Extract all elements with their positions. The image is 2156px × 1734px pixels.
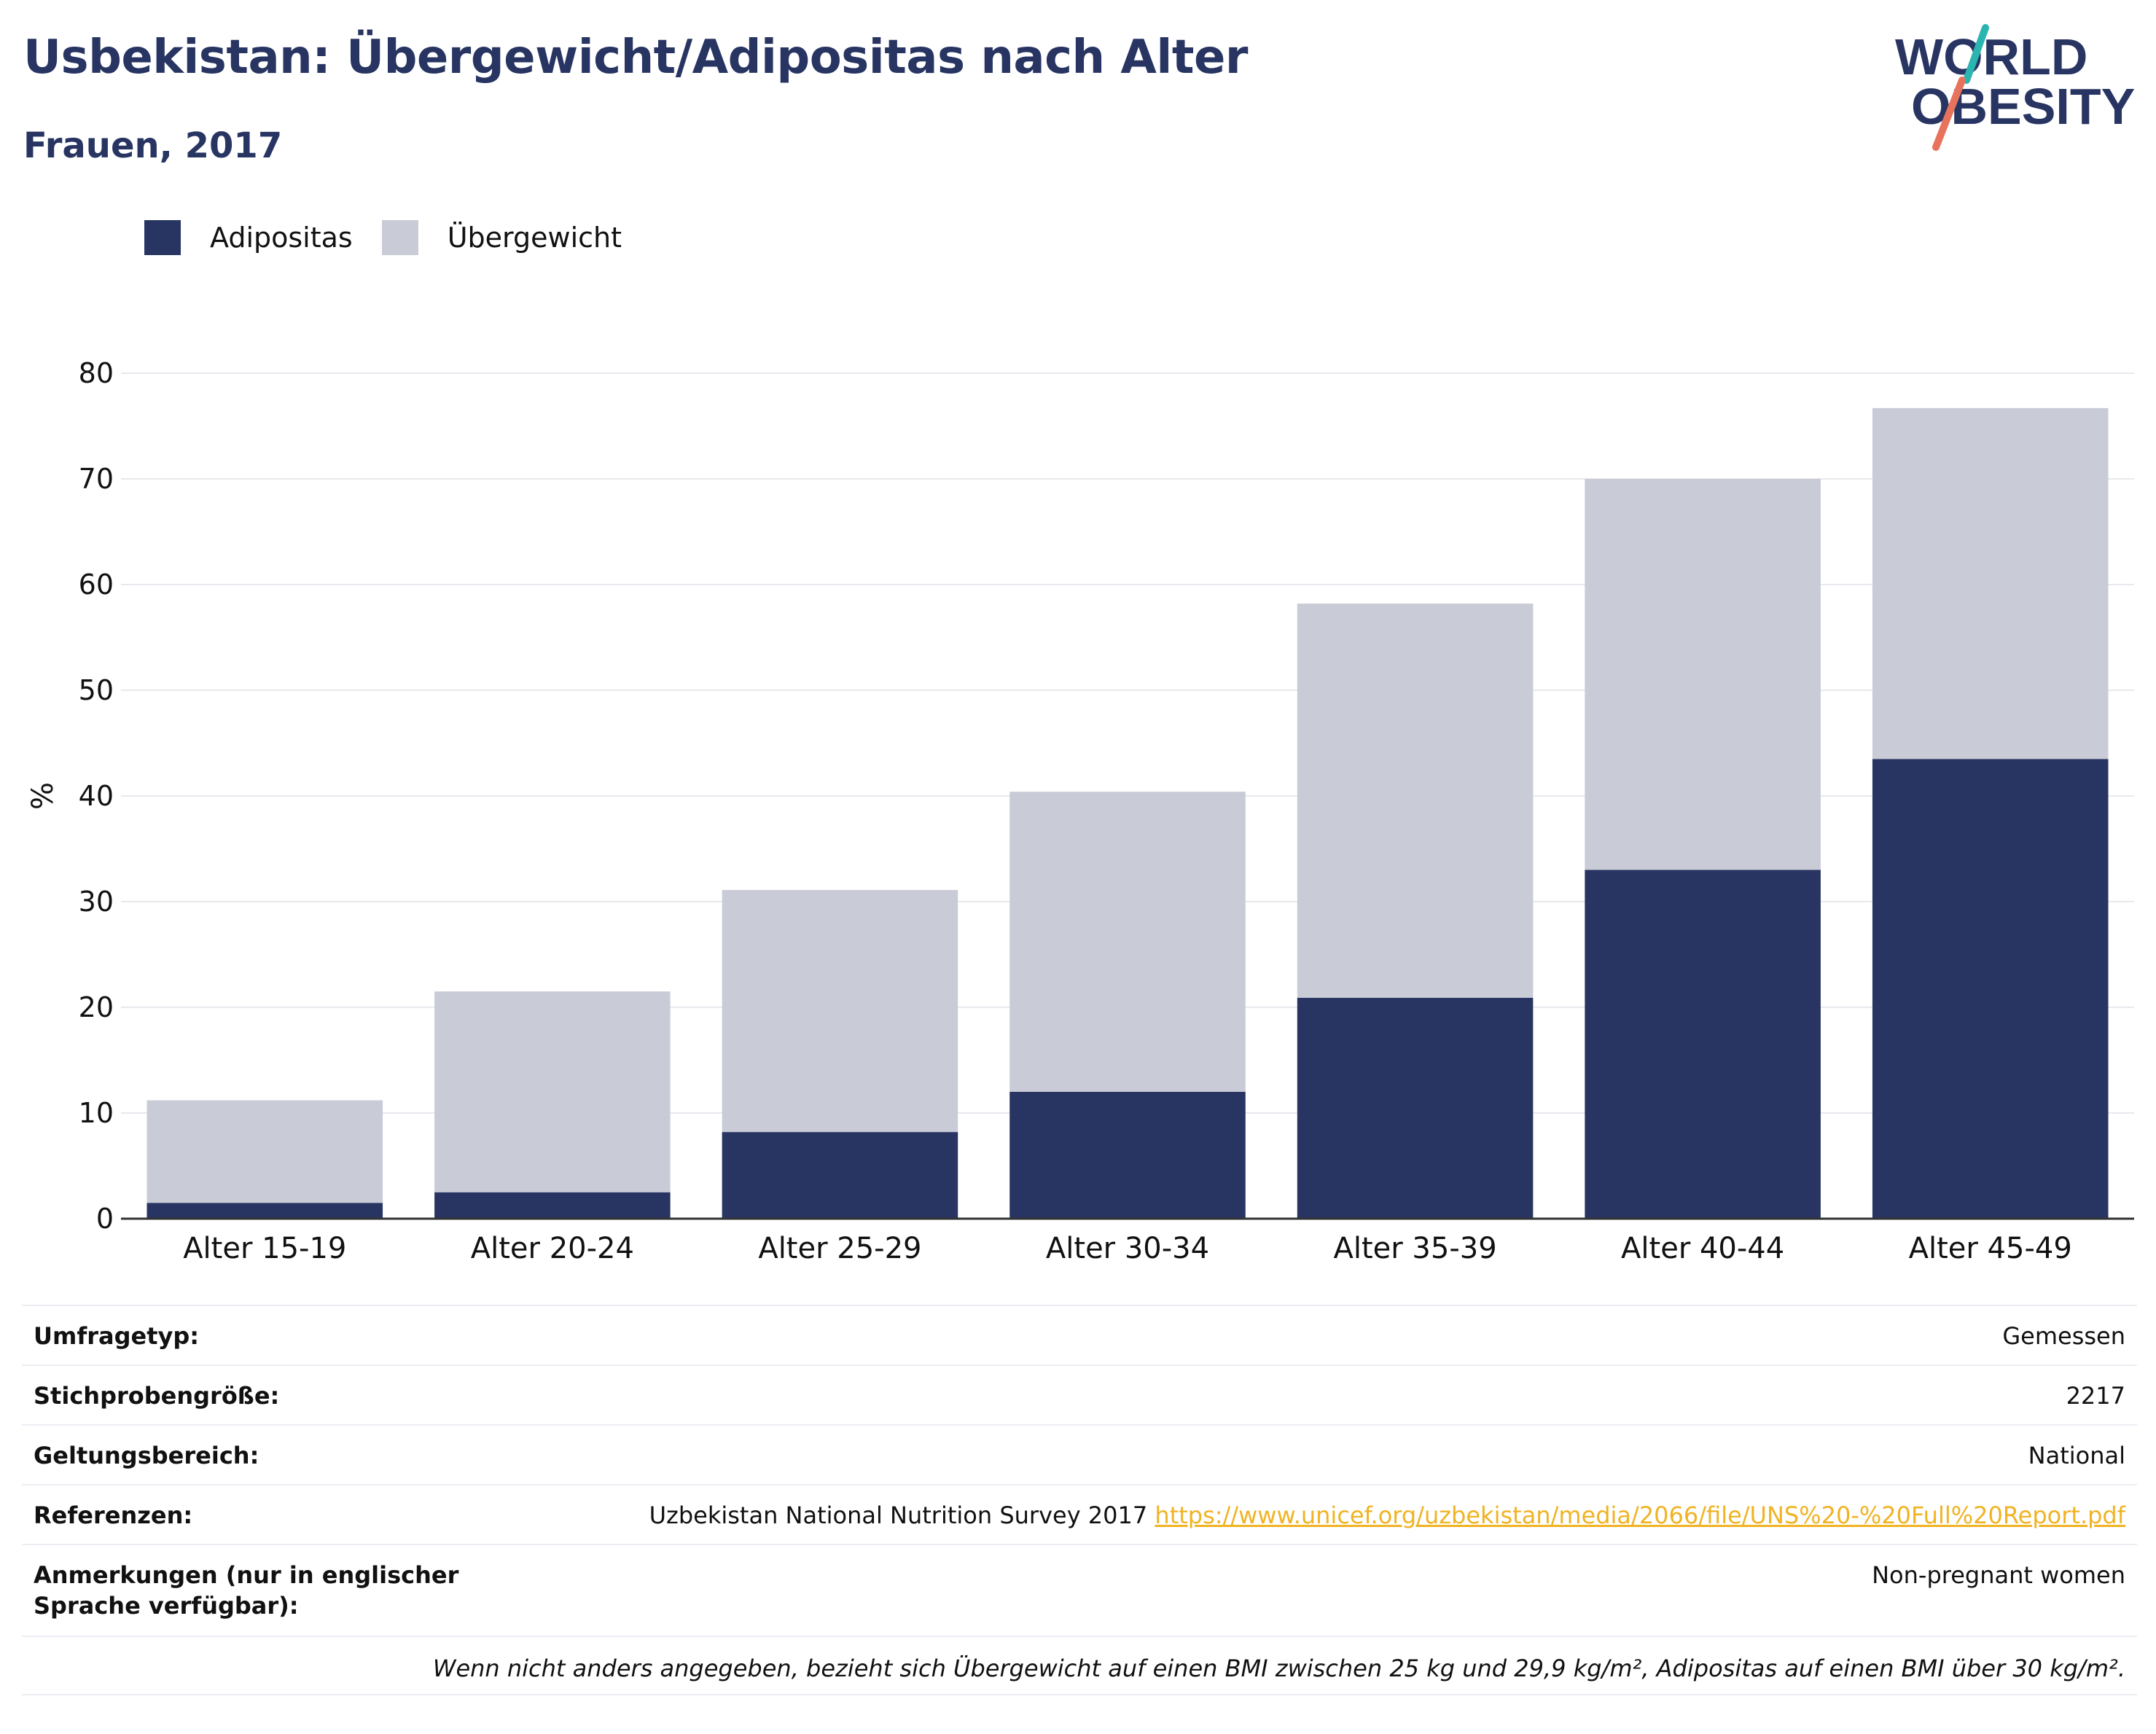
x-tick-label: Alter 40-44	[1621, 1232, 1784, 1265]
meta-row-sample-size: Stichprobengröße: 2217	[22, 1364, 2137, 1424]
bar-adipositas	[147, 1203, 383, 1219]
y-tick-label: 60	[79, 569, 114, 601]
meta-label-sample-size: Stichprobengröße:	[34, 1382, 280, 1410]
bar-adipositas	[1585, 870, 1821, 1219]
y-tick-label: 0	[96, 1203, 114, 1235]
world-obesity-logo: WORLD OBESITY	[1895, 24, 2135, 151]
meta-value-notes: Non-pregnant women	[1872, 1561, 2125, 1589]
meta-label-references: Referenzen:	[34, 1501, 193, 1529]
meta-value-references: Uzbekistan National Nutrition Survey 201…	[649, 1500, 2137, 1531]
legend-swatch-adipositas	[144, 220, 181, 255]
y-axis-label: %	[26, 782, 60, 810]
y-tick-label: 40	[79, 780, 114, 812]
meta-label-notes: Anmerkungen (nur in englischer Sprache v…	[34, 1561, 459, 1620]
meta-label-survey-type: Umfragetyp:	[34, 1322, 200, 1350]
x-tick-label: Alter 35-39	[1333, 1232, 1496, 1265]
bar-adipositas	[722, 1132, 958, 1219]
bar-adipositas	[1872, 759, 2109, 1219]
meta-row-definition-note: Wenn nicht anders angegeben, bezieht sic…	[22, 1636, 2137, 1695]
meta-value-sample-size: 2217	[2066, 1382, 2125, 1410]
y-tick-label: 10	[79, 1097, 114, 1129]
bar-adipositas	[434, 1192, 671, 1219]
meta-row-survey-type: Umfragetyp: Gemessen	[22, 1305, 2137, 1364]
y-tick-label: 50	[79, 674, 114, 706]
reference-text: Uzbekistan National Nutrition Survey 201…	[649, 1501, 1148, 1529]
bar-adipositas	[1009, 1092, 1246, 1219]
reference-link[interactable]: https://www.unicef.org/uzbekistan/media/…	[1155, 1501, 2125, 1529]
bar-uebergewicht	[1872, 407, 2109, 759]
legend-item-uebergewicht[interactable]: Übergewicht	[381, 220, 622, 255]
bar-uebergewicht	[1585, 479, 1821, 870]
bar-uebergewicht	[147, 1100, 383, 1203]
logo-slash-coral	[1932, 77, 1966, 151]
x-tick-label: Alter 25-29	[758, 1232, 921, 1265]
meta-row-notes: Anmerkungen (nur in englischer Sprache v…	[22, 1544, 2137, 1636]
chart-subtitle: Frauen, 2017	[23, 125, 283, 166]
y-tick-label: 80	[79, 357, 114, 389]
x-tick-label: Alter 30-34	[1046, 1232, 1209, 1265]
x-tick-label: Alter 20-24	[471, 1232, 634, 1265]
bar-uebergewicht	[434, 991, 671, 1192]
logo-line1: WORLD	[1895, 28, 2087, 85]
stacked-bar-chart: 0 10 20 30 40 50 60 70 80% Alter 15-19 Alter 20-24…	[26, 357, 2134, 1265]
meta-value-survey-type: Gemessen	[2002, 1322, 2125, 1350]
bar-adipositas	[1297, 997, 1534, 1219]
y-tick-label: 30	[79, 886, 114, 918]
bar-uebergewicht	[722, 890, 958, 1133]
legend-label-adipositas: Adipositas	[210, 222, 353, 254]
legend: Adipositas Übergewicht	[144, 216, 651, 259]
y-tick-label: 70	[79, 463, 114, 495]
y-tick-label: 20	[79, 991, 114, 1023]
meta-label-coverage: Geltungsbereich:	[34, 1442, 259, 1469]
x-tick-label: Alter 15-19	[183, 1232, 346, 1265]
bar-uebergewicht	[1297, 604, 1534, 998]
meta-row-references: Referenzen: Uzbekistan National Nutritio…	[22, 1484, 2137, 1544]
legend-label-uebergewicht: Übergewicht	[447, 222, 622, 254]
logo-slash-teal	[1963, 24, 1989, 84]
bar-uebergewicht	[1009, 792, 1246, 1092]
legend-swatch-uebergewicht	[381, 220, 418, 255]
bmi-definition-note: Wenn nicht anders angegeben, bezieht sic…	[432, 1655, 2125, 1682]
meta-row-coverage: Geltungsbereich: National	[22, 1424, 2137, 1484]
meta-value-coverage: National	[2028, 1442, 2125, 1469]
survey-metadata: Umfragetyp: Gemessen Stichprobengröße: 2…	[22, 1305, 2137, 1695]
chart-title: Usbekistan: Übergewicht/Adipositas nach …	[23, 31, 1248, 85]
legend-item-adipositas[interactable]: Adipositas	[144, 220, 353, 255]
x-tick-label: Alter 45-49	[1909, 1232, 2072, 1265]
